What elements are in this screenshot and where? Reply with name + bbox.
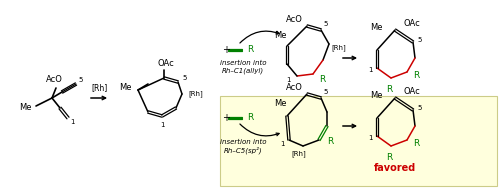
Text: 1: 1 (368, 67, 373, 73)
Text: 1: 1 (160, 122, 164, 128)
Text: OAc: OAc (403, 20, 420, 29)
Text: Me: Me (20, 102, 32, 111)
Text: Rh–C1(allyl): Rh–C1(allyl) (222, 68, 264, 74)
Text: 1: 1 (286, 77, 291, 83)
Text: [Rh]: [Rh] (91, 83, 107, 92)
Text: R: R (247, 45, 254, 55)
Text: favored: favored (374, 163, 416, 173)
Text: 1: 1 (368, 135, 373, 141)
Text: OAc: OAc (403, 87, 420, 96)
Text: R: R (327, 137, 333, 146)
Text: Me: Me (274, 32, 287, 40)
Text: [Rh]: [Rh] (292, 150, 306, 157)
Text: insertion into: insertion into (220, 139, 266, 145)
Text: AcO: AcO (286, 83, 303, 92)
Text: 5: 5 (78, 77, 82, 83)
Text: R: R (413, 139, 419, 149)
FancyBboxPatch shape (220, 96, 497, 186)
Text: R: R (413, 71, 419, 80)
Text: R: R (247, 114, 254, 123)
Text: 5: 5 (323, 21, 328, 27)
Text: Me: Me (370, 92, 383, 101)
Text: 5: 5 (417, 37, 422, 43)
Text: Me: Me (120, 83, 132, 92)
Text: 1: 1 (70, 119, 74, 125)
Text: 1: 1 (280, 141, 285, 147)
Text: +: + (222, 45, 230, 55)
Text: [Rh]: [Rh] (331, 45, 346, 51)
Text: Rh–C5(sp²): Rh–C5(sp²) (224, 146, 262, 154)
Text: 5: 5 (417, 105, 422, 111)
Text: OAc: OAc (158, 59, 174, 68)
Text: Me: Me (370, 24, 383, 33)
Text: AcO: AcO (286, 15, 303, 24)
Text: Me: Me (274, 99, 287, 108)
Text: AcO: AcO (46, 74, 62, 83)
Text: 5: 5 (182, 75, 186, 81)
Text: +: + (222, 113, 230, 123)
Text: [Rh]: [Rh] (188, 91, 203, 97)
Text: R: R (386, 85, 392, 94)
Text: R: R (319, 76, 325, 84)
Text: 5: 5 (323, 89, 328, 95)
Text: insertion into: insertion into (220, 60, 266, 66)
Text: R: R (386, 153, 392, 162)
